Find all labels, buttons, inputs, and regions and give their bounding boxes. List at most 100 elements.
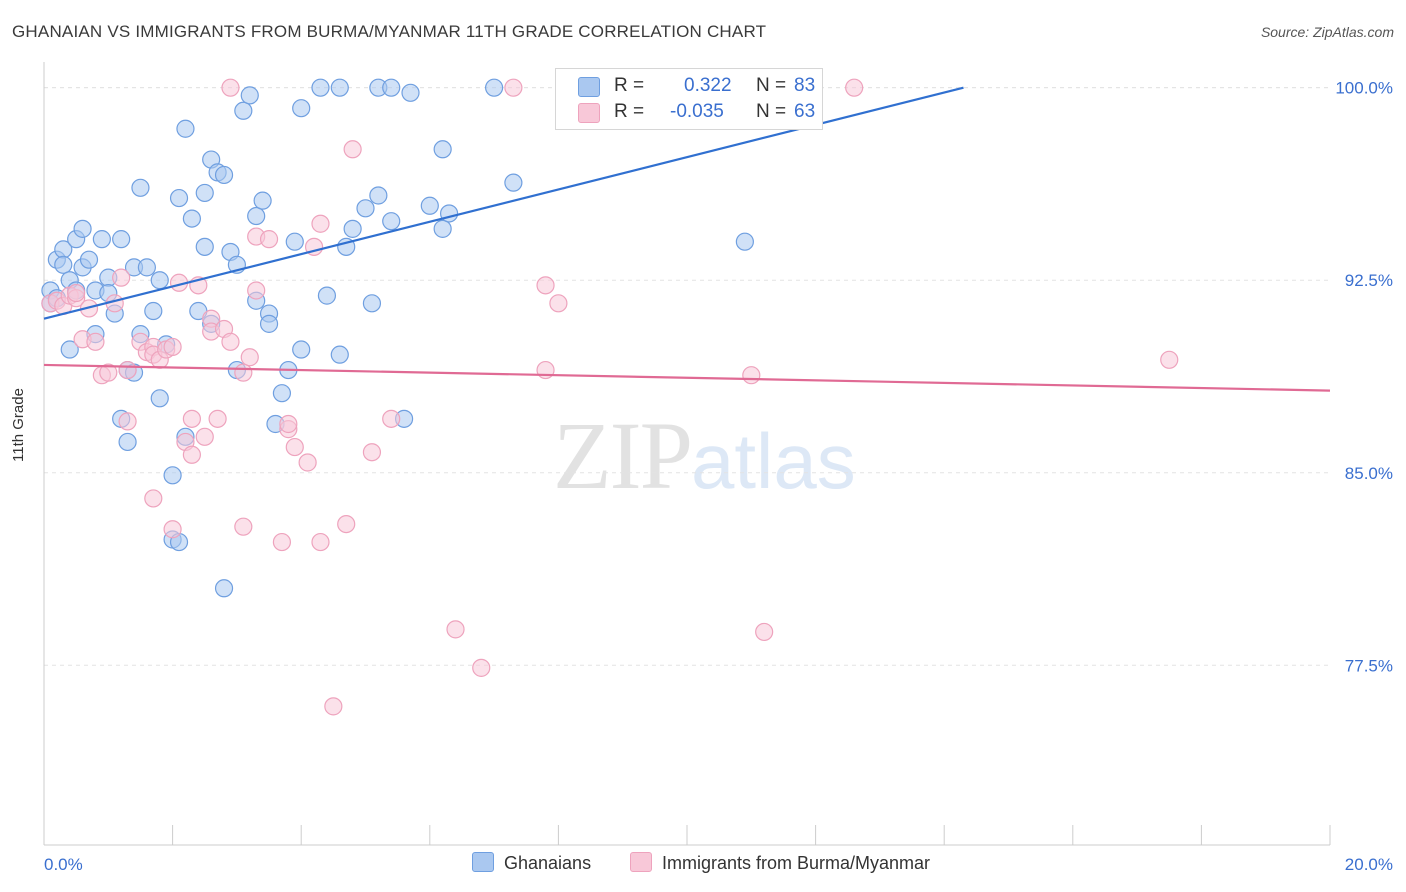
point-burma-60 bbox=[549, 294, 568, 313]
point-ghanaians-70 bbox=[362, 294, 382, 313]
point-ghanaians-76 bbox=[401, 83, 420, 102]
legend-r-label-ghanaians: R = bbox=[614, 75, 645, 96]
point-ghanaians-19 bbox=[112, 230, 131, 249]
point-ghanaians-65 bbox=[330, 78, 349, 97]
point-burma-49 bbox=[311, 214, 330, 233]
point-burma-51 bbox=[337, 514, 356, 534]
point-ghanaians-58 bbox=[272, 384, 292, 403]
point-burma-55 bbox=[446, 620, 465, 639]
point-ghanaians-63 bbox=[311, 78, 330, 97]
point-ghanaians-40 bbox=[195, 183, 214, 203]
correlation-legend: R = 0.322 N = 83 R = -0.035 N = 63 bbox=[555, 68, 823, 130]
point-ghanaians-62 bbox=[292, 340, 311, 359]
point-burma-64 bbox=[1160, 350, 1179, 369]
legend-n-value-burma: 63 bbox=[794, 101, 816, 122]
legend-n-label-burma: N = bbox=[756, 101, 787, 122]
watermark: ZIPatlas bbox=[553, 400, 856, 511]
point-burma-29 bbox=[195, 427, 214, 446]
point-ghanaians-66 bbox=[330, 345, 349, 364]
point-burma-10 bbox=[99, 363, 118, 382]
point-ghanaians-33 bbox=[163, 466, 182, 485]
point-ghanaians-30 bbox=[150, 389, 169, 408]
bottom-legend-swatch-ghanaians bbox=[472, 852, 494, 872]
bottom-legend-label-ghanaians: Ghanaians bbox=[504, 853, 592, 873]
point-burma-62 bbox=[755, 622, 774, 642]
point-ghanaians-10 bbox=[73, 219, 92, 238]
point-burma-35 bbox=[221, 78, 240, 97]
legend-n-label-ghanaians: N = bbox=[756, 75, 787, 96]
y-tick-label-3: 77.5% bbox=[1345, 656, 1393, 675]
bottom-legend-label-burma: Immigrants from Burma/Myanmar bbox=[662, 853, 931, 873]
point-burma-36 bbox=[234, 517, 253, 536]
legend-n-value-ghanaians: 83 bbox=[794, 75, 816, 96]
point-ghanaians-21 bbox=[118, 432, 137, 452]
point-burma-13 bbox=[118, 412, 137, 431]
point-burma-19 bbox=[144, 489, 163, 508]
point-burma-50 bbox=[324, 697, 343, 716]
y-tick-label-2: 85.0% bbox=[1345, 464, 1393, 483]
point-burma-54 bbox=[382, 409, 401, 428]
point-ghanaians-77 bbox=[420, 196, 439, 215]
legend-r-value-burma: -0.035 bbox=[670, 101, 724, 122]
point-burma-46 bbox=[298, 453, 317, 472]
bottom-legend-swatch-burma bbox=[630, 852, 652, 872]
point-burma-41 bbox=[259, 230, 279, 249]
point-ghanaians-7 bbox=[60, 340, 79, 359]
point-ghanaians-71 bbox=[369, 186, 388, 205]
x-tick-label-1: 20.0% bbox=[1345, 855, 1393, 874]
bottom-legend-burma: Immigrants from Burma/Myanmar bbox=[630, 852, 930, 874]
point-burma-61 bbox=[742, 366, 761, 385]
point-ghanaians-46 bbox=[214, 579, 234, 598]
point-burma-5 bbox=[67, 283, 86, 303]
point-ghanaians-69 bbox=[356, 199, 375, 218]
point-burma-8 bbox=[86, 332, 105, 351]
point-ghanaians-26 bbox=[131, 178, 150, 197]
point-ghanaians-81 bbox=[485, 78, 504, 97]
point-burma-37 bbox=[234, 363, 253, 382]
point-burma-52 bbox=[343, 140, 362, 159]
point-burma-63 bbox=[845, 78, 864, 97]
point-burma-58 bbox=[536, 276, 555, 295]
point-ghanaians-74 bbox=[382, 212, 401, 231]
point-ghanaians-29 bbox=[150, 271, 169, 290]
point-ghanaians-83 bbox=[735, 232, 754, 251]
point-ghanaians-38 bbox=[182, 209, 201, 228]
point-ghanaians-52 bbox=[247, 206, 266, 226]
legend-swatch-burma bbox=[578, 103, 600, 123]
chart-source: Source: ZipAtlas.com bbox=[1260, 24, 1394, 40]
point-ghanaians-73 bbox=[382, 78, 401, 97]
legend-swatch-ghanaians bbox=[578, 77, 600, 97]
point-ghanaians-5 bbox=[54, 255, 73, 274]
point-burma-22 bbox=[163, 337, 182, 357]
point-burma-32 bbox=[208, 409, 227, 428]
point-ghanaians-68 bbox=[343, 219, 362, 238]
point-ghanaians-50 bbox=[234, 101, 253, 120]
point-ghanaians-60 bbox=[285, 232, 304, 251]
point-ghanaians-79 bbox=[433, 140, 452, 159]
point-ghanaians-64 bbox=[317, 286, 337, 305]
point-ghanaians-27 bbox=[137, 258, 156, 277]
point-ghanaians-78 bbox=[433, 219, 452, 238]
point-ghanaians-15 bbox=[92, 230, 111, 249]
point-burma-38 bbox=[240, 348, 259, 367]
point-burma-14 bbox=[118, 360, 137, 380]
point-burma-26 bbox=[182, 409, 201, 428]
point-ghanaians-54 bbox=[253, 191, 272, 210]
y-tick-label-0: 100.0% bbox=[1335, 79, 1393, 98]
point-ghanaians-82 bbox=[504, 173, 523, 192]
y-tick-label-1: 92.5% bbox=[1345, 271, 1393, 290]
point-ghanaians-12 bbox=[79, 250, 99, 269]
point-ghanaians-37 bbox=[176, 119, 195, 138]
watermark-zip: ZIP bbox=[553, 402, 693, 509]
point-burma-53 bbox=[362, 443, 382, 462]
point-burma-34 bbox=[221, 332, 240, 351]
point-burma-45 bbox=[285, 437, 304, 457]
point-ghanaians-61 bbox=[292, 99, 311, 118]
point-burma-48 bbox=[311, 532, 330, 552]
chart-title: GHANAIAN VS IMMIGRANTS FROM BURMA/MYANMA… bbox=[12, 22, 767, 41]
trendline-burma bbox=[43, 363, 1331, 392]
point-ghanaians-28 bbox=[144, 301, 163, 321]
point-ghanaians-41 bbox=[195, 237, 214, 256]
point-ghanaians-45 bbox=[214, 165, 234, 185]
